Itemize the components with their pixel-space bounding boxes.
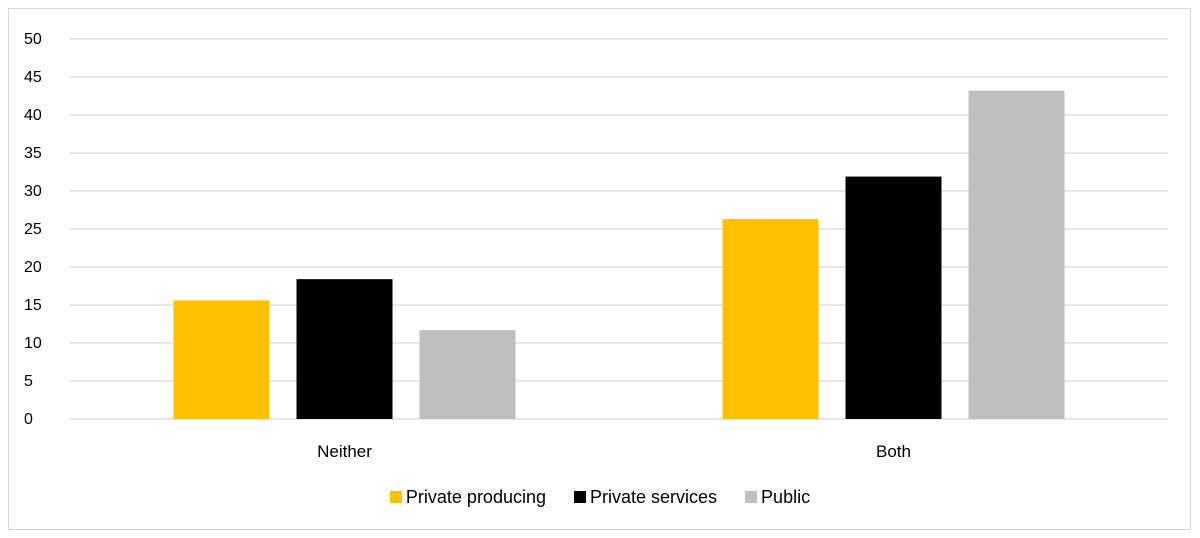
y-tick-label: 15	[24, 297, 42, 314]
y-tick-label: 5	[24, 373, 33, 390]
legend-label: Private services	[590, 487, 717, 507]
legend: Private producing Private services Public	[389, 487, 810, 507]
x-axis-categories: Neither Both	[317, 442, 911, 461]
y-tick-label: 20	[24, 259, 42, 276]
y-tick-label: 25	[24, 221, 42, 238]
bar-both-public	[968, 90, 1065, 420]
y-tick-label: 45	[24, 69, 42, 86]
x-category-label: Neither	[317, 442, 372, 461]
legend-swatch	[389, 491, 402, 503]
bar-both-private-services	[845, 176, 942, 419]
bars	[173, 90, 1065, 420]
legend-swatch	[574, 491, 587, 503]
bar-neither-private-producing	[173, 300, 270, 419]
bar-neither-public	[419, 330, 516, 419]
bar-both-private-producing	[722, 219, 819, 419]
y-tick-label: 0	[24, 411, 33, 428]
bar-neither-private-services	[296, 279, 393, 419]
y-tick-label: 40	[24, 107, 42, 124]
y-tick-label: 50	[24, 31, 42, 48]
x-category-label: Both	[876, 442, 911, 461]
legend-label: Private producing	[406, 487, 546, 507]
y-axis-ticks: 0 5 10 15 20 25 30 35 40 45 50	[24, 31, 42, 428]
legend-swatch	[745, 491, 758, 503]
y-tick-label: 10	[24, 335, 42, 352]
y-tick-label: 35	[24, 145, 42, 162]
y-tick-label: 30	[24, 183, 42, 200]
legend-label: Public	[761, 487, 810, 507]
